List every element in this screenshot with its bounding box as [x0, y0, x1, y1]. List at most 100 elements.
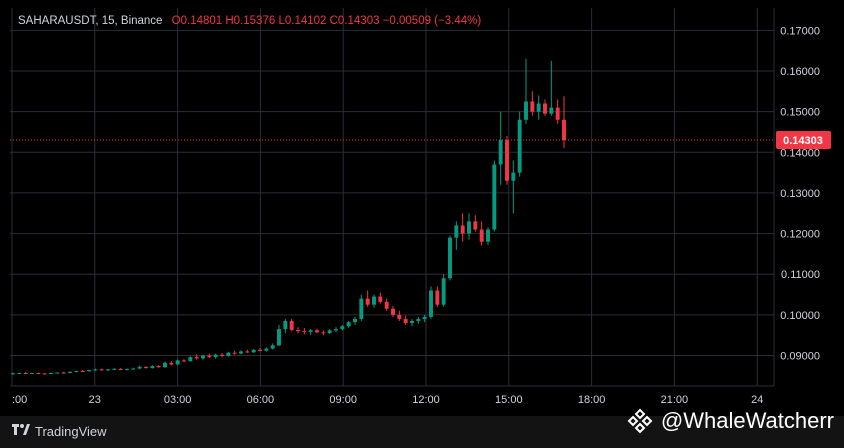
footer-bar	[0, 416, 844, 448]
candles	[11, 58, 566, 375]
candle-body	[359, 298, 364, 319]
grid-lines	[10, 8, 774, 386]
candle-body	[194, 357, 199, 359]
symbol-label[interactable]: SAHARAUSDT, 15, Binance	[18, 15, 163, 27]
candle-body	[131, 368, 136, 370]
candle-body	[277, 329, 281, 346]
candle-body	[422, 316, 427, 319]
candle-body	[302, 331, 307, 333]
candle-body	[543, 103, 547, 114]
watermark: @WhaleWatcherr	[627, 408, 834, 434]
candle-body	[435, 290, 440, 305]
candle-body	[334, 329, 338, 331]
candle-body	[511, 172, 516, 181]
candle-body	[201, 355, 205, 359]
candle-body	[36, 372, 41, 374]
candle-body	[562, 119, 566, 141]
x-tick-label: 24	[751, 394, 763, 406]
candle-body	[353, 318, 357, 323]
candle-body	[327, 330, 332, 334]
candle-body	[340, 326, 345, 330]
binance-logo-icon	[627, 408, 653, 434]
candle-body	[125, 368, 129, 370]
low-value: L0.14102	[278, 15, 327, 27]
candle-body	[55, 372, 60, 374]
candle-body	[296, 329, 300, 332]
candle-body	[270, 345, 275, 349]
candle-body	[112, 368, 117, 370]
tradingview-brand[interactable]: TradingView	[12, 423, 107, 439]
candle-body	[505, 140, 509, 181]
candle-body	[555, 107, 560, 120]
tradingview-logo-icon	[12, 423, 30, 439]
y-tick-label: 0.15000	[780, 107, 820, 119]
candle-body	[232, 352, 237, 354]
candle-body	[17, 372, 22, 374]
watermark-text: @WhaleWatcherr	[660, 408, 834, 433]
high-value: H0.15376	[225, 15, 276, 27]
candle-body	[23, 372, 28, 374]
candle-body	[448, 237, 452, 279]
y-tick-label: 0.11000	[781, 269, 820, 281]
candle-body	[524, 101, 528, 120]
candle-body	[315, 330, 319, 333]
change-value: −0.00509 (−3.44%)	[382, 15, 482, 27]
candle-body	[264, 348, 269, 351]
candle-body	[93, 369, 98, 371]
candle-body	[163, 362, 167, 368]
x-tick-label: 12:00	[412, 394, 440, 406]
close-value: C0.14303	[329, 15, 380, 27]
candle-body	[30, 372, 34, 374]
candle-body	[106, 369, 110, 371]
candle-body	[220, 354, 224, 356]
candle-body	[118, 368, 123, 370]
candle-body	[150, 366, 155, 369]
x-tick-label: :00	[12, 394, 27, 406]
candle-body	[416, 318, 421, 321]
x-tick-label: 18:00	[578, 394, 606, 406]
candle-body	[429, 290, 433, 317]
candle-body	[239, 351, 243, 354]
candle-body	[378, 296, 383, 302]
candle-body	[391, 308, 395, 315]
x-tick-label: 09:00	[329, 394, 357, 406]
candle-body	[454, 225, 459, 238]
candle-body	[473, 221, 478, 230]
candle-body	[74, 370, 79, 372]
axes: 0.09000 0.10000 0.11000 0.12000 0.13000 0.140…	[10, 8, 831, 406]
candle-body	[156, 366, 161, 368]
last-price-label: 0.14303	[783, 135, 823, 147]
candle-body	[289, 320, 294, 330]
candle-body	[410, 320, 414, 323]
candle-body	[49, 372, 53, 374]
candle-body	[498, 140, 503, 165]
candle-body	[372, 296, 376, 305]
y-tick-label: 0.10000	[780, 310, 820, 322]
candle-body	[365, 298, 370, 305]
candle-body	[308, 330, 313, 332]
candle-body	[517, 119, 522, 173]
x-tick-label: 15:00	[495, 394, 523, 406]
candle-body	[175, 360, 180, 365]
candle-body	[479, 229, 484, 242]
candle-body	[467, 221, 471, 234]
candle-body	[346, 322, 351, 327]
y-tick-label: 0.09000	[780, 351, 820, 363]
candle-body	[42, 373, 47, 375]
candle-body	[384, 301, 389, 309]
ohlc-legend: SAHARAUSDT, 15, Binance O0.14801 H0.1537…	[18, 15, 481, 27]
x-tick-label: 03:00	[164, 394, 192, 406]
last-price-label-bg	[776, 130, 831, 149]
tradingview-label: TradingView	[35, 423, 107, 439]
candle-body	[258, 349, 262, 351]
candle-body	[68, 371, 72, 373]
candle-body	[492, 164, 497, 230]
candle-body	[182, 360, 186, 362]
candle-body	[144, 366, 148, 369]
y-tick-label: 0.14000	[780, 147, 820, 159]
candle-body	[207, 355, 212, 358]
candle-body	[188, 357, 193, 362]
candle-body	[61, 372, 66, 374]
